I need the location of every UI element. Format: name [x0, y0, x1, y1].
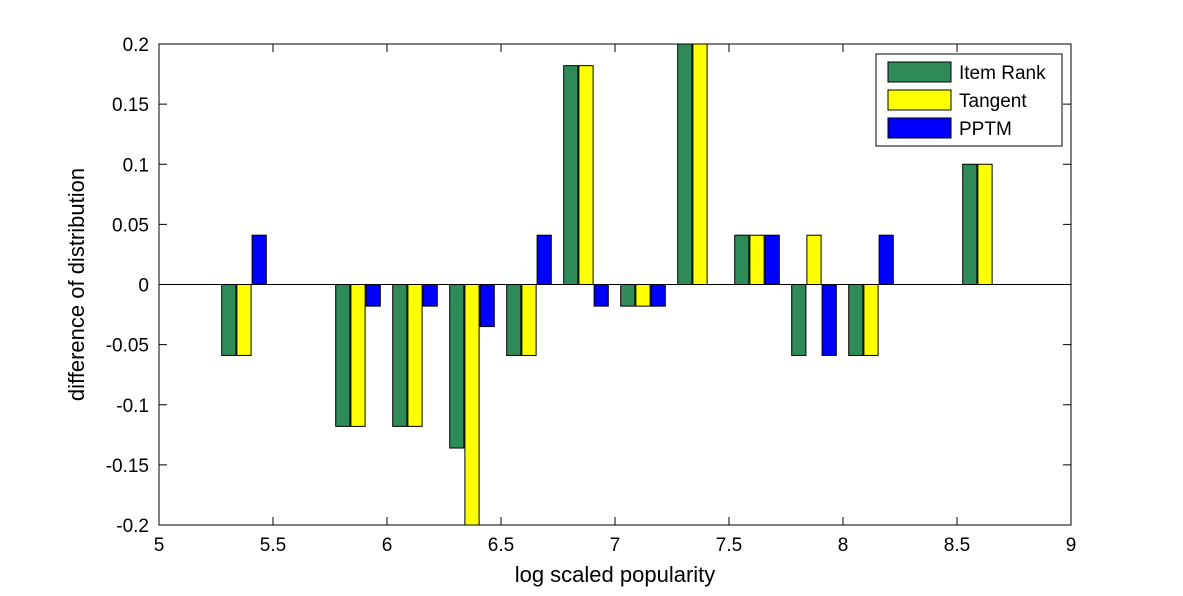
bar-pptm: [821, 284, 837, 356]
bar-item-rank: [962, 163, 978, 285]
x-axis-ticks: 5 5.5 6 6.5 7 7.5 8 8.5 9: [154, 44, 1077, 556]
y-tick-label: -0.05: [106, 336, 149, 357]
x-tick-label: 9: [1066, 535, 1077, 556]
legend-swatch: [887, 89, 952, 111]
x-tick-label: 7.5: [716, 535, 742, 556]
bar-pptm: [764, 234, 780, 285]
legend: Item Rank Tangent PPTM: [875, 53, 1063, 147]
legend-label: Tangent: [959, 91, 1027, 112]
bar-tangent: [578, 65, 594, 286]
y-tick-label: -0.2: [116, 516, 149, 537]
bar-pptm: [365, 284, 381, 307]
bar-tangent: [350, 284, 366, 427]
bar-pptm: [878, 234, 894, 285]
x-tick-label: 8.5: [944, 535, 970, 556]
x-tick-label: 8: [838, 535, 849, 556]
bar-pptm: [479, 284, 495, 328]
x-tick-label: 6.5: [488, 535, 514, 556]
x-tick-label: 7: [610, 535, 621, 556]
bar-pptm: [422, 284, 438, 307]
bar-item-rank: [392, 284, 408, 427]
bar-pptm: [593, 284, 609, 307]
bar-item-rank: [221, 284, 237, 356]
y-tick-label: 0.05: [112, 215, 149, 236]
y-tick-label: 0.1: [123, 155, 149, 176]
x-tick-label: 5.5: [260, 535, 286, 556]
bar-tangent: [521, 284, 537, 356]
bar-tangent: [407, 284, 423, 427]
bar-tangent: [863, 284, 879, 356]
legend-label: PPTM: [959, 119, 1012, 140]
y-tick-label: -0.15: [106, 456, 149, 477]
y-tick-label: -0.1: [116, 396, 149, 417]
y-axis-label: difference of distribution: [64, 168, 89, 401]
y-axis-ticks: -0.2 -0.15 -0.1 -0.05 0 0.05 0.1 0.15 0.2: [106, 35, 1071, 537]
bar-item-rank: [620, 284, 636, 307]
x-axis-label: log scaled popularity: [515, 562, 716, 587]
y-tick-label: 0.15: [112, 95, 149, 116]
bar-tangent: [464, 284, 480, 526]
legend-swatch: [887, 61, 952, 83]
bar-pptm: [536, 234, 552, 285]
legend-swatch: [887, 117, 952, 139]
bar-item-rank: [335, 284, 351, 427]
bar-tangent: [977, 163, 993, 285]
bar-item-rank: [449, 284, 465, 449]
bar-pptm: [251, 234, 267, 285]
bars-layer: [221, 43, 993, 526]
bar-item-rank: [848, 284, 864, 356]
bar-item-rank: [563, 65, 579, 286]
bar-tangent: [635, 284, 651, 307]
bar-item-rank: [791, 284, 807, 356]
legend-label: Item Rank: [959, 63, 1046, 84]
bar-tangent: [236, 284, 252, 356]
bar-tangent: [692, 43, 708, 285]
bar-tangent: [749, 234, 765, 285]
bar-item-rank: [734, 234, 750, 285]
bar-item-rank: [506, 284, 522, 356]
bar-pptm: [650, 284, 666, 307]
x-tick-label: 6: [382, 535, 393, 556]
x-tick-label: 5: [154, 535, 165, 556]
bar-tangent: [806, 234, 822, 285]
bar-item-rank: [677, 43, 693, 285]
y-tick-label: 0.2: [123, 35, 149, 56]
y-tick-label: 0: [138, 276, 149, 297]
